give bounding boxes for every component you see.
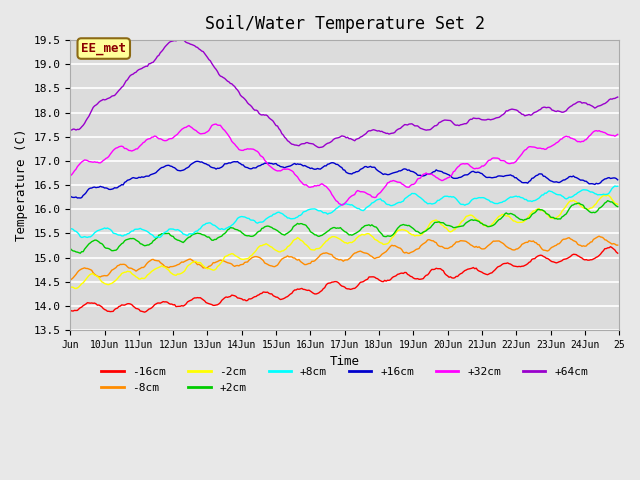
+16cm (351, 170, 358, 176)
+2cm (349, 232, 357, 238)
+8cm (85, 234, 93, 240)
+2cm (86, 240, 94, 246)
+64cm (541, 104, 548, 110)
+32cm (85, 158, 93, 164)
Legend: -16cm, -8cm, -2cm, +2cm, +8cm, +16cm, +32cm, +64cm: -16cm, -8cm, -2cm, +2cm, +8cm, +16cm, +3… (97, 363, 593, 397)
-16cm (102, 307, 110, 313)
-8cm (595, 233, 603, 239)
-8cm (611, 241, 619, 247)
+2cm (614, 204, 621, 209)
+16cm (194, 158, 202, 164)
+8cm (611, 183, 619, 189)
+8cm (614, 183, 621, 189)
+32cm (212, 121, 220, 127)
+16cm (86, 185, 94, 191)
-8cm (456, 238, 464, 243)
+2cm (540, 208, 547, 214)
Title: Soil/Water Temperature Set 2: Soil/Water Temperature Set 2 (205, 15, 484, 33)
-2cm (86, 272, 94, 277)
-8cm (67, 277, 74, 283)
-8cm (538, 246, 546, 252)
+2cm (76, 251, 84, 256)
+8cm (349, 203, 357, 209)
+32cm (67, 173, 74, 179)
+32cm (338, 202, 346, 208)
+8cm (151, 235, 159, 240)
+8cm (458, 202, 466, 207)
+16cm (67, 193, 74, 199)
-2cm (614, 202, 621, 207)
+32cm (460, 161, 467, 167)
+64cm (102, 96, 110, 102)
+32cm (612, 132, 620, 138)
-16cm (85, 300, 93, 306)
Line: +64cm: +64cm (70, 38, 618, 147)
-2cm (458, 218, 466, 224)
+32cm (102, 156, 110, 161)
+64cm (614, 94, 621, 100)
+2cm (612, 203, 620, 209)
+8cm (612, 183, 620, 189)
-2cm (612, 201, 620, 206)
Line: +2cm: +2cm (70, 201, 618, 253)
+64cm (612, 95, 620, 100)
+2cm (458, 223, 466, 229)
Line: +16cm: +16cm (70, 161, 618, 198)
-2cm (67, 284, 74, 290)
Line: -8cm: -8cm (70, 236, 618, 280)
-8cm (614, 242, 621, 248)
+16cm (614, 177, 621, 183)
+2cm (67, 246, 74, 252)
+16cm (104, 185, 111, 191)
+16cm (460, 173, 467, 179)
+2cm (604, 198, 612, 204)
-16cm (141, 309, 148, 315)
-16cm (458, 270, 466, 276)
+16cm (541, 173, 548, 179)
-16cm (67, 307, 74, 313)
Line: +8cm: +8cm (70, 186, 618, 238)
-16cm (614, 251, 621, 256)
Text: EE_met: EE_met (81, 42, 126, 55)
+16cm (612, 176, 620, 181)
+16cm (76, 195, 84, 201)
-2cm (349, 239, 357, 244)
+8cm (540, 192, 547, 198)
+32cm (541, 146, 548, 152)
+64cm (315, 144, 323, 150)
Line: -2cm: -2cm (70, 195, 618, 288)
+2cm (104, 245, 111, 251)
-2cm (104, 282, 111, 288)
+8cm (67, 226, 74, 231)
Y-axis label: Temperature (C): Temperature (C) (15, 129, 28, 241)
+64cm (85, 113, 93, 119)
-8cm (102, 273, 110, 279)
+32cm (351, 192, 358, 197)
Line: -16cm: -16cm (70, 247, 618, 312)
-16cm (607, 244, 614, 250)
+64cm (351, 138, 358, 144)
-2cm (72, 286, 80, 291)
+32cm (614, 132, 621, 137)
-8cm (348, 253, 356, 259)
+64cm (178, 35, 186, 41)
-16cm (540, 253, 547, 259)
-16cm (612, 249, 620, 255)
Line: +32cm: +32cm (70, 124, 618, 205)
-8cm (85, 266, 93, 272)
+8cm (102, 226, 110, 231)
-2cm (540, 208, 547, 214)
+64cm (460, 121, 467, 127)
-16cm (349, 286, 357, 291)
X-axis label: Time: Time (330, 355, 360, 369)
-2cm (604, 192, 612, 198)
+64cm (67, 127, 74, 133)
